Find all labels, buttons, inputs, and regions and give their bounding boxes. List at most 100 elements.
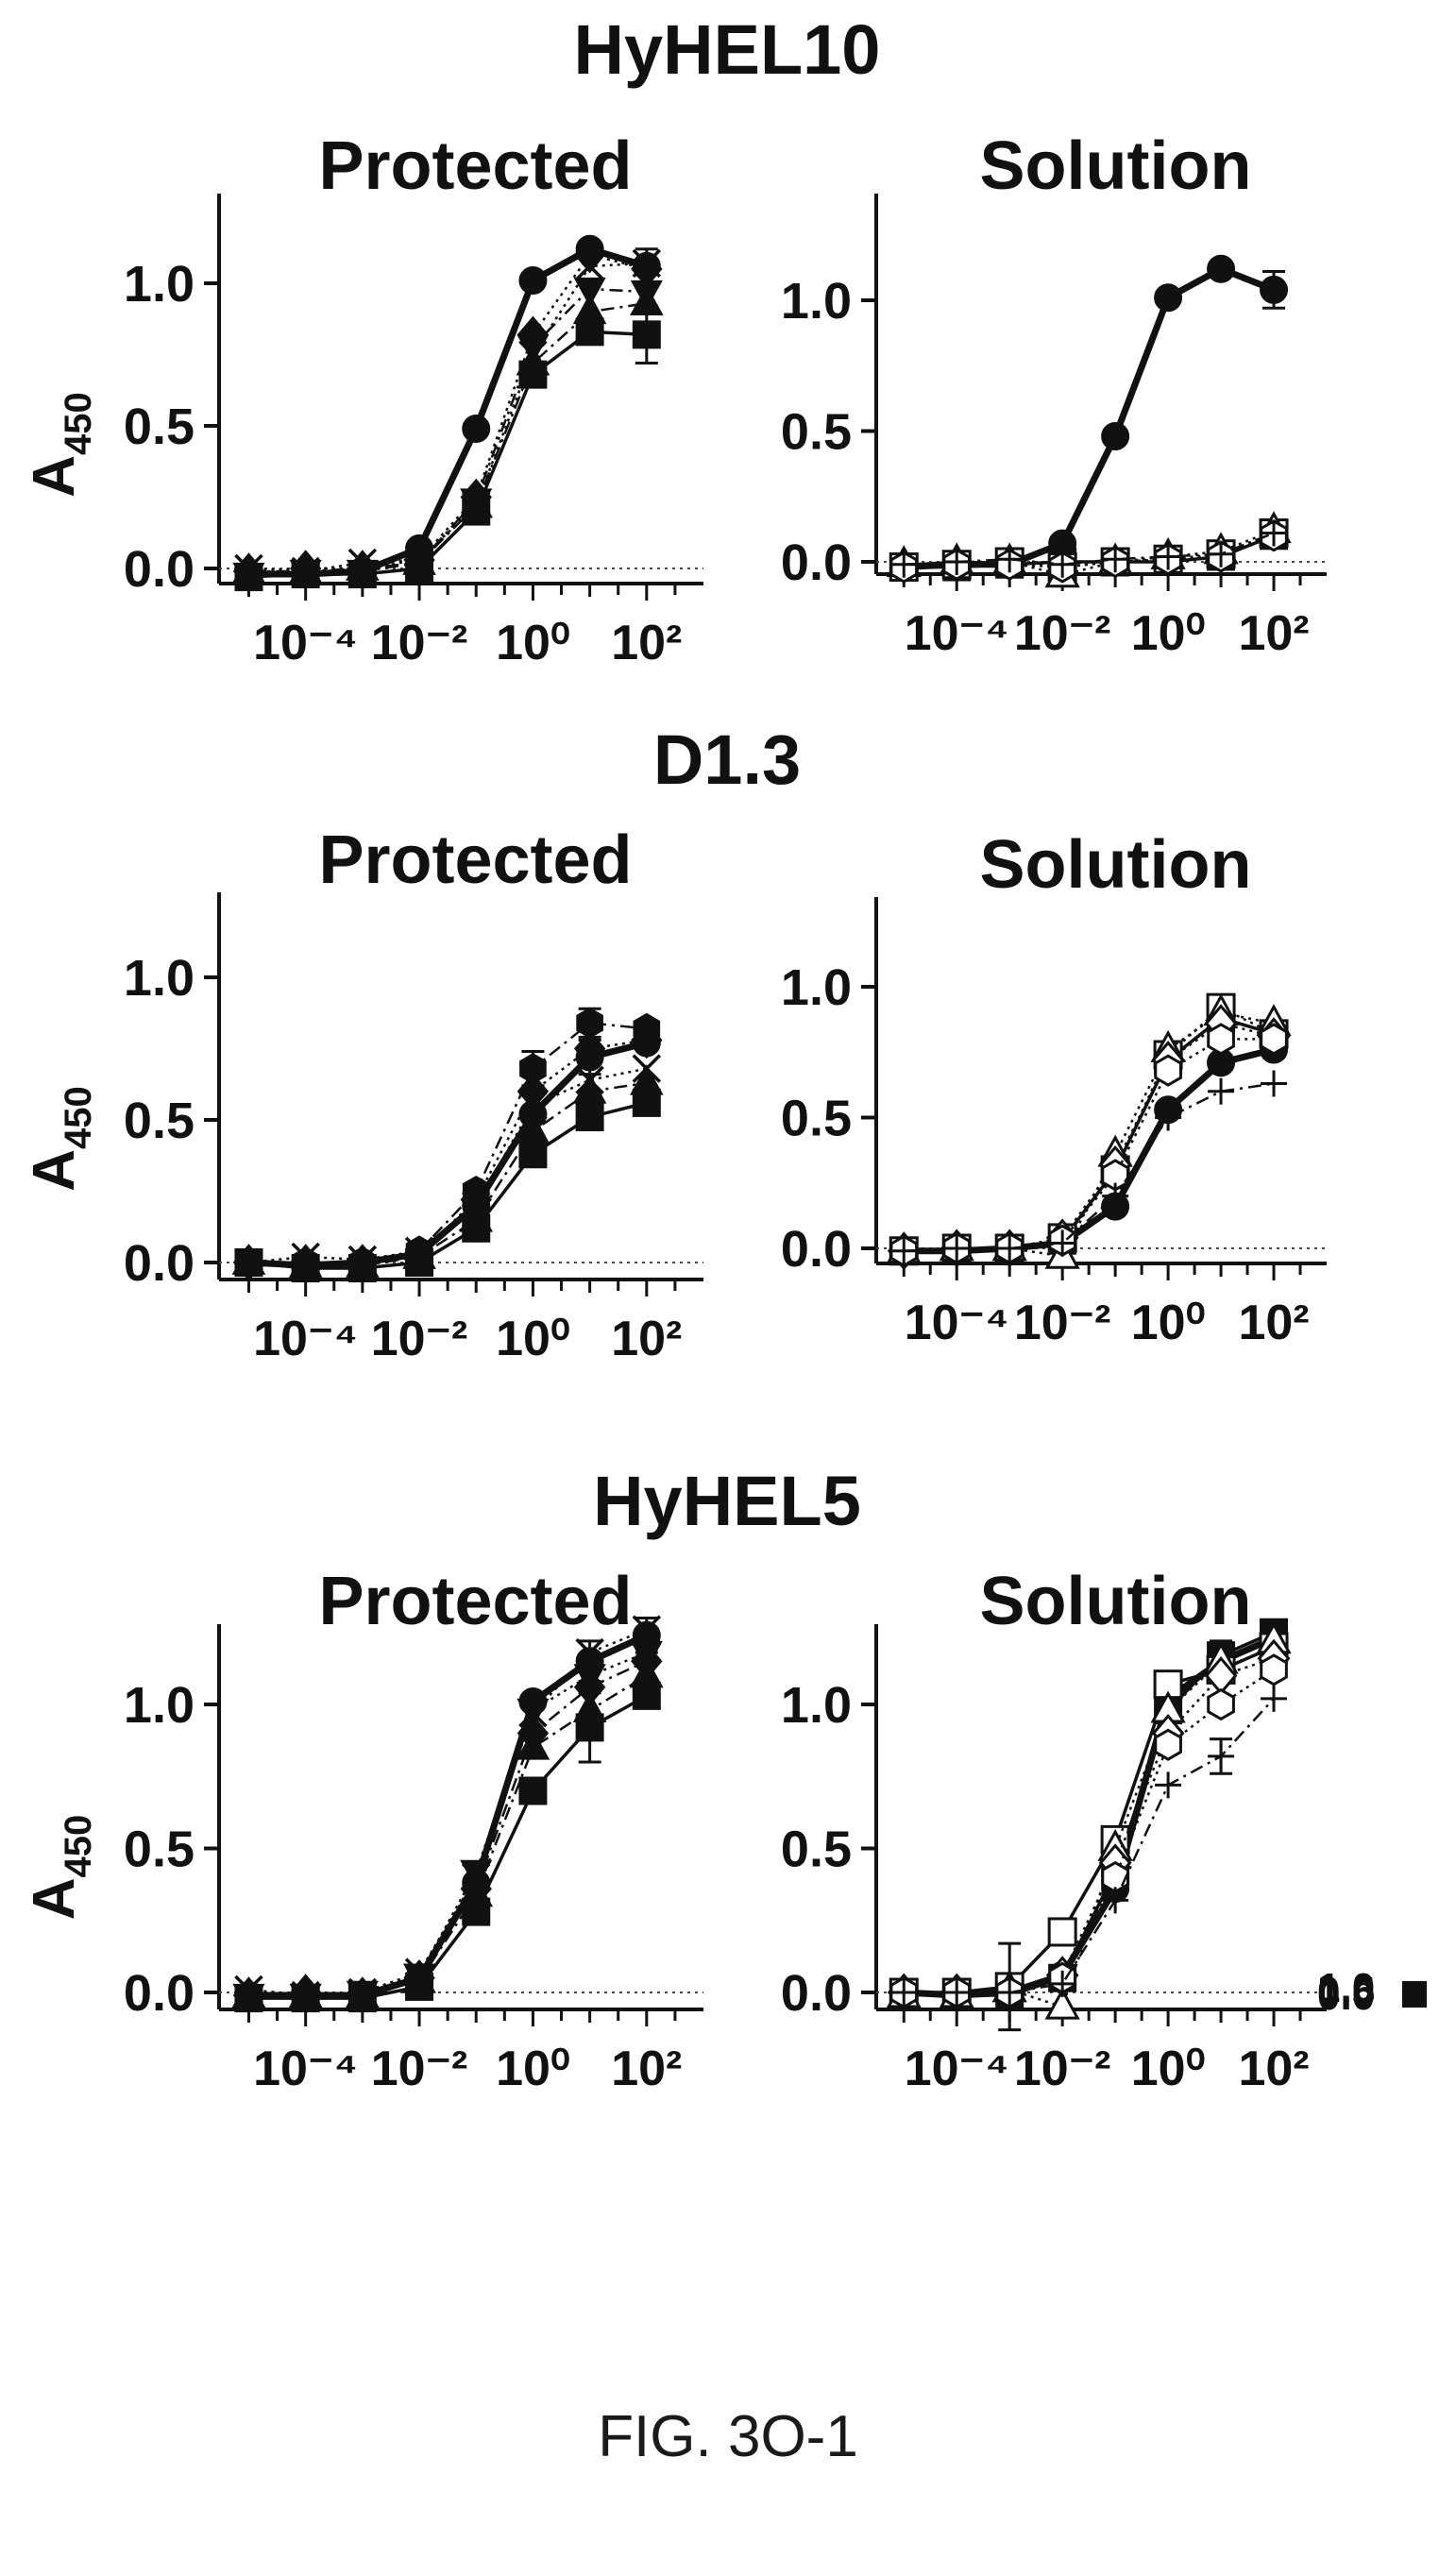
data-point-x-mark — [347, 548, 378, 578]
y-tick-label: 1.0 — [781, 959, 852, 1016]
data-point-plus — [1261, 519, 1288, 547]
data-point-plus — [1261, 1685, 1288, 1712]
panel-title: Solution — [980, 827, 1252, 903]
y-axis-label: A450 — [22, 392, 99, 498]
data-point-x-mark — [461, 1862, 491, 1892]
panel-title: Protected — [318, 822, 632, 898]
data-point-filled-circle — [1260, 275, 1289, 304]
series-line — [248, 253, 648, 573]
y-tick-label: 0.5 — [781, 1091, 852, 1147]
data-point-plus — [1049, 551, 1076, 578]
chart-panel: Solution 0.0 0.5 1.0 10⁻⁴ 10⁻² 10⁰ 10² — [781, 128, 1327, 661]
chart-panel: HyHEL10 Protected A450 0.0 0.5 1.0 10⁻⁴ 10⁻² 10⁰… — [22, 10, 880, 670]
chart-panel: Solution 0.0 0.5 1.0 10⁻⁴ 10⁻² 10⁰ 10² — [781, 827, 1327, 1350]
data-point-filled-diamond — [631, 1021, 663, 1059]
data-point-x-mark — [632, 1054, 662, 1083]
data-point-filled-inverted-triangle — [630, 280, 663, 310]
data-point-x-mark — [632, 248, 662, 279]
series-line — [248, 330, 647, 579]
data-point-plus — [1208, 540, 1235, 568]
data-point-x-mark — [404, 545, 434, 575]
y-tick-label: 0.5 — [781, 404, 852, 461]
data-point-x-mark — [461, 491, 491, 520]
data-point-x-mark — [234, 1247, 263, 1278]
x-tick-label: 10⁻⁴ — [905, 606, 1009, 661]
panel-title: Protected — [318, 1564, 632, 1639]
x-tick-label: 10⁻² — [1014, 2042, 1111, 2096]
data-point-x-mark — [347, 1977, 378, 2008]
data-point-x-mark — [518, 1698, 548, 1728]
data-point-filled-square — [518, 1776, 548, 1805]
y-axis-label-subscript: 450 — [58, 1086, 99, 1149]
data-point-x-mark — [291, 1980, 320, 2010]
data-point-plus — [1049, 1229, 1076, 1257]
data-point-plus — [1102, 1182, 1129, 1210]
data-point-filled-inverted-triangle — [460, 488, 493, 518]
data-point-x-mark — [518, 340, 548, 369]
panel-title: Protected — [318, 128, 632, 204]
data-point-filled-diamond — [403, 1959, 435, 1997]
y-axis-label-subscript: 450 — [58, 1815, 99, 1878]
group-title: HyHEL10 — [574, 10, 881, 89]
data-point-plus — [996, 1235, 1024, 1262]
data-point-plus — [996, 1979, 1024, 2006]
data-point-filled-inverted-triangle — [289, 559, 322, 589]
data-point-plus — [1155, 1771, 1182, 1799]
panel-title: Solution — [980, 1564, 1252, 1639]
data-point-plus — [1155, 543, 1182, 570]
x-tick-label: 10⁰ — [1131, 606, 1206, 661]
series-line — [248, 262, 647, 573]
data-point-plus — [943, 1235, 971, 1262]
data-point-x-mark — [404, 1957, 434, 1987]
x-tick-label: 10⁻⁴ — [253, 616, 358, 670]
y-tick-label: 1.0 — [781, 273, 852, 330]
data-point-x-mark — [575, 1065, 604, 1094]
data-point-plus — [890, 1237, 918, 1264]
y-tick-label: 0.0 — [781, 534, 852, 591]
data-point-filled-square — [518, 1140, 548, 1169]
x-tick-label: 10⁰ — [1131, 1296, 1206, 1350]
data-point-filled-diamond — [403, 1235, 435, 1273]
y-tick-label: 1.0 — [124, 256, 195, 313]
data-point-filled-circle — [1207, 254, 1236, 283]
y-tick-label: 0.0 — [781, 1221, 852, 1278]
data-point-plus — [1049, 1970, 1076, 1997]
y-tick-label: 0.5 — [781, 1822, 852, 1878]
y-tick-label: 1.0 — [781, 1677, 852, 1734]
data-point-filled-circle — [462, 415, 491, 444]
y-tick-label: 0.5 — [124, 1093, 195, 1149]
data-point-x-mark — [347, 1245, 378, 1275]
data-point-filled-diamond — [631, 1642, 663, 1680]
data-point-plus — [890, 551, 918, 578]
y-tick-label: 0.5 — [124, 1822, 195, 1878]
data-point-plus — [1208, 1077, 1235, 1105]
x-tick-label: 10⁰ — [496, 2042, 570, 2096]
y-tick-label: 0.0 — [124, 1965, 195, 2022]
data-point-open-hexagon — [1154, 1728, 1182, 1761]
y-tick-label: 0.5 — [124, 398, 195, 455]
data-point-x-mark — [632, 1615, 662, 1644]
x-tick-label: 10⁻² — [1014, 1296, 1111, 1350]
data-point-open-hexagon — [1154, 1054, 1182, 1087]
overlap-label: 1.0 — [1317, 1965, 1375, 2011]
data-point-x-mark — [234, 553, 263, 584]
x-tick-label: 10² — [1238, 2042, 1309, 2096]
data-point-x-mark — [234, 1974, 263, 2005]
data-point-x-mark — [461, 1191, 491, 1220]
data-point-open-square — [1047, 1917, 1077, 1947]
x-tick-label: 10⁻² — [371, 2042, 468, 2096]
data-point-filled-triangle — [516, 1112, 550, 1144]
data-point-filled-circle — [1154, 283, 1183, 313]
x-tick-label: 10² — [611, 616, 682, 670]
series-line — [904, 265, 1276, 571]
chart-panel: D1.3 Protected A450 0.0 0.5 1.0 10⁻⁴ 10⁻² 10⁰ 10² — [22, 720, 801, 1366]
x-tick-label: 10⁻⁴ — [253, 2042, 358, 2096]
x-tick-label: 10⁻² — [1014, 606, 1111, 661]
overlap-label: 0.5 — [1317, 1969, 1375, 2015]
x-tick-label: 10² — [1238, 1296, 1309, 1350]
overlap-label: 0.0 — [1317, 1973, 1375, 2019]
y-axis-label: A450 — [22, 1815, 99, 1921]
chart-panel: HyHEL5 Protected A450 0.0 0.5 1.0 10⁻⁴ 10⁻² 10⁰ 1… — [22, 1462, 861, 2096]
